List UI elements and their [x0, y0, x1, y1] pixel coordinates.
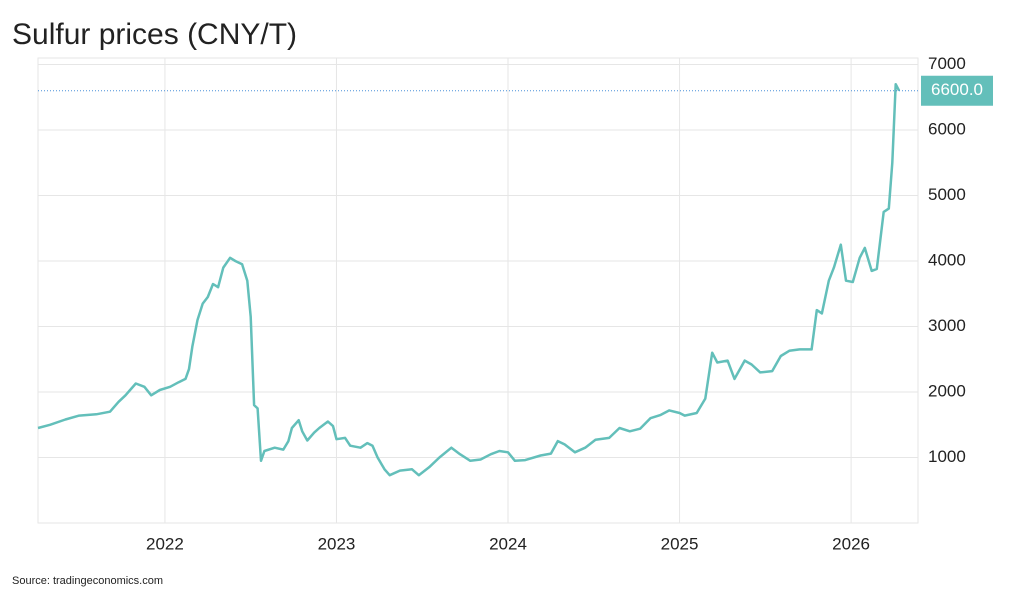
x-tick-label: 2022: [146, 534, 184, 553]
y-tick-label: 4000: [928, 251, 966, 270]
y-tick-label: 6000: [928, 120, 966, 139]
x-tick-label: 2025: [661, 534, 699, 553]
chart-title: Sulfur prices (CNY/T): [12, 18, 297, 51]
x-tick-label: 2024: [489, 534, 527, 553]
y-tick-label: 7000: [928, 54, 966, 73]
source: Source: tradingeconomics.com: [12, 575, 163, 587]
y-tick-label: 1000: [928, 447, 966, 466]
y-tick-label: 3000: [928, 316, 966, 335]
last-value-label: 6600.0: [931, 80, 983, 99]
x-tick-label: 2026: [832, 534, 870, 553]
line: [37, 82, 901, 477]
y-tick-label: 2000: [928, 381, 966, 400]
x-tick-label: 2023: [318, 534, 356, 553]
last-value-box: [921, 75, 993, 106]
plot-frame: [37, 57, 919, 524]
y-tick-label: 5000: [928, 185, 966, 204]
